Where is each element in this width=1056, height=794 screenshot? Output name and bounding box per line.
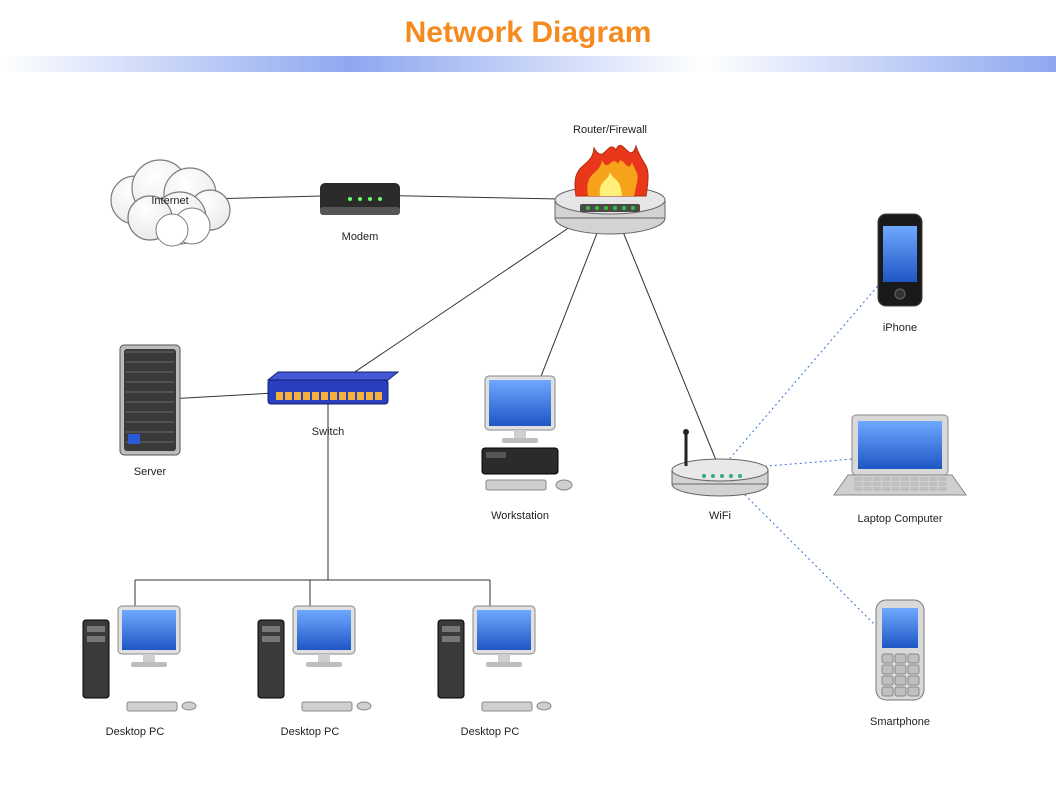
workstation-label: Workstation (491, 510, 549, 522)
diagram-canvas: Network Diagram Internet ModemRouter/Fir… (0, 0, 1056, 794)
workstation-icon (482, 376, 572, 490)
pc2-label: Desktop PC (281, 726, 340, 738)
nodes-layer: Internet (0, 0, 1056, 794)
firewall-label: Router/Firewall (573, 124, 647, 136)
switch-label: Switch (312, 426, 344, 438)
iphone-icon (878, 214, 922, 306)
server-icon (120, 345, 180, 455)
pc1-label: Desktop PC (106, 726, 165, 738)
smartphone-icon (876, 600, 924, 700)
iphone-label: iPhone (883, 322, 917, 334)
wifi-icon (672, 429, 768, 496)
laptop-label: Laptop Computer (858, 513, 943, 525)
switch-icon (268, 372, 398, 404)
pc3-icon (438, 606, 551, 711)
server-label: Server (134, 466, 166, 478)
pc1-icon (83, 606, 196, 711)
pc3-label: Desktop PC (461, 726, 520, 738)
internet-icon: Internet (111, 160, 230, 246)
modem-label: Modem (342, 231, 379, 243)
modem-icon (320, 183, 400, 215)
internet-label: Internet (151, 195, 188, 207)
pc2-icon (258, 606, 371, 711)
smartphone-label: Smartphone (870, 716, 930, 728)
firewall-icon (555, 145, 665, 234)
wifi-label: WiFi (709, 510, 731, 522)
laptop-icon (834, 415, 966, 495)
